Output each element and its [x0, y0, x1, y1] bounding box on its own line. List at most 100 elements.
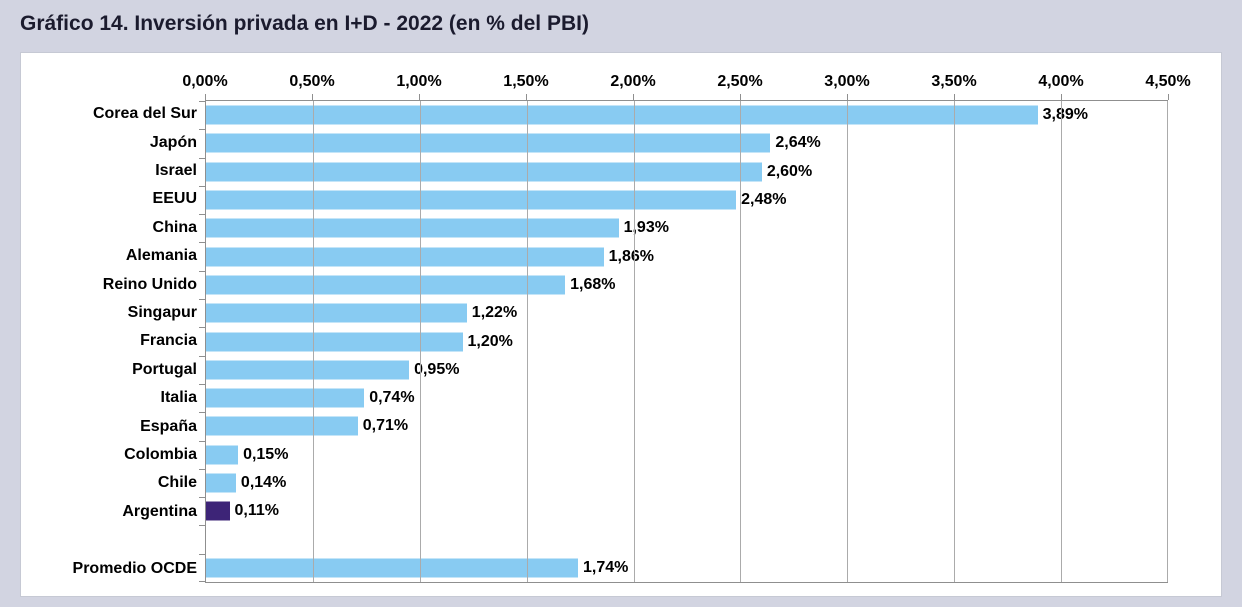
- category-tick: [199, 412, 205, 414]
- category-tick: [199, 214, 205, 216]
- gridline: [847, 101, 849, 582]
- bar-row: 0,15%: [206, 441, 1168, 469]
- bar-value-label: 1,74%: [582, 558, 629, 576]
- bar-value-label: 3,89%: [1042, 106, 1088, 124]
- gridline: [419, 101, 421, 582]
- category-label: Promedio OCDE: [72, 559, 197, 577]
- bar: [206, 388, 365, 408]
- bar-row: 1,86%: [206, 242, 1168, 270]
- bar: [206, 218, 619, 238]
- bar-row: 2,48%: [206, 186, 1168, 214]
- x-tick-label: 1,00%: [396, 73, 442, 90]
- bar: [206, 133, 771, 153]
- category-tick: [199, 270, 205, 272]
- category-label: Chile: [157, 474, 197, 492]
- category-tick: [199, 440, 205, 442]
- category-tick: [199, 242, 205, 244]
- category-label: Singapur: [127, 304, 197, 322]
- category-tick: [199, 327, 205, 329]
- bar-value-label: 0,95%: [414, 360, 460, 378]
- gridline: [1061, 101, 1063, 582]
- category-tick: [199, 525, 205, 527]
- bar-value-label: 0,74%: [369, 389, 415, 407]
- chart-panel: 0,00% 0,50% 1,00% 1,50% 2,00% 2,50% 3,00% 3,50%…: [20, 52, 1222, 597]
- x-tick-mark: [846, 94, 848, 100]
- bar-row: 1,74%: [206, 554, 1168, 582]
- bar: [206, 473, 236, 493]
- spacer-row: [206, 525, 1168, 553]
- bar: [206, 275, 566, 295]
- bar-value-label: 0,14%: [240, 474, 287, 491]
- bar-row: 1,20%: [206, 327, 1168, 355]
- category-tick: [199, 497, 205, 499]
- bar-value-label: 1,86%: [608, 247, 654, 265]
- category-label: Francia: [140, 332, 197, 350]
- bar: [206, 332, 463, 352]
- bar-value-label: 2,48%: [741, 191, 787, 209]
- x-tick-mark: [740, 94, 741, 100]
- category-tick: [199, 355, 205, 357]
- bar-row: 1,93%: [206, 214, 1168, 242]
- bar-value-label: 2,64%: [775, 134, 821, 152]
- x-axis: 0,00% 0,50% 1,00% 1,50% 2,00% 2,50% 3,00% 3,50%…: [182, 53, 1191, 100]
- bar-value-label: 1,22%: [471, 304, 518, 322]
- gridline: [312, 101, 314, 582]
- bar-row: 3,89%: [206, 101, 1168, 129]
- bar-value-label: 1,68%: [570, 275, 616, 293]
- bar: [206, 416, 358, 436]
- category-label: China: [152, 218, 197, 236]
- spacer-label: [21, 526, 197, 554]
- category-tick: [199, 101, 205, 102]
- x-tick-mark: [1168, 94, 1169, 100]
- category-tick: [199, 553, 205, 555]
- gridline: [1167, 101, 1168, 582]
- bar: [206, 558, 578, 578]
- x-tick-label: 2,50%: [717, 73, 763, 90]
- x-tick-label: 1,50%: [503, 73, 549, 90]
- category-tick: [199, 468, 205, 470]
- bar-row: 0,14%: [206, 469, 1168, 497]
- category-tick: [199, 185, 205, 187]
- x-tick-mark: [633, 94, 634, 100]
- bar: [206, 162, 762, 182]
- bar: [206, 501, 230, 521]
- category-label: Japón: [149, 133, 197, 151]
- category-label: Colombia: [124, 446, 197, 464]
- bar-row: 2,60%: [206, 158, 1168, 186]
- bar-value-label: 1,93%: [623, 219, 669, 237]
- chart-title: Gráfico 14. Inversión privada en I+D - 2…: [20, 12, 589, 35]
- x-tick-label: 0,00%: [182, 73, 228, 90]
- bar: [206, 445, 239, 465]
- gridline: [740, 101, 742, 582]
- bar-value-label: 2,60%: [766, 162, 813, 180]
- gridline: [954, 101, 956, 582]
- bar-value-label: 0,15%: [243, 445, 289, 463]
- category-label: EEUU: [152, 190, 197, 208]
- category-tick: [199, 581, 205, 582]
- x-tick-mark: [205, 94, 206, 100]
- x-tick-label: 0,50%: [289, 73, 335, 90]
- x-tick-mark: [312, 94, 313, 100]
- x-tick-mark: [525, 94, 527, 100]
- category-label: Argentina: [122, 502, 197, 520]
- x-tick-mark: [419, 94, 420, 100]
- x-tick-label: 4,00%: [1038, 73, 1084, 90]
- bar: [206, 247, 604, 267]
- x-tick-mark: [1061, 94, 1062, 100]
- bar-row: 2,64%: [206, 129, 1168, 157]
- bar-row: 0,74%: [206, 384, 1168, 412]
- bar-value-label: 0,71%: [362, 417, 409, 435]
- bar-row: 1,68%: [206, 271, 1168, 299]
- bar-rows: 3,89% 2,64% 2,60% 2,48% 1,93% 1,86% 1,68% 1,22%…: [206, 101, 1168, 582]
- bar-value-label: 0,11%: [234, 502, 279, 520]
- category-label: Portugal: [132, 360, 197, 378]
- category-tick: [199, 157, 205, 159]
- bar: [206, 360, 410, 380]
- bar: [206, 105, 1038, 125]
- x-tick-label: 3,50%: [931, 73, 977, 90]
- category-tick: [199, 129, 205, 131]
- gridline: [633, 101, 635, 582]
- category-tick: [199, 383, 205, 385]
- bar-row: 0,71%: [206, 412, 1168, 440]
